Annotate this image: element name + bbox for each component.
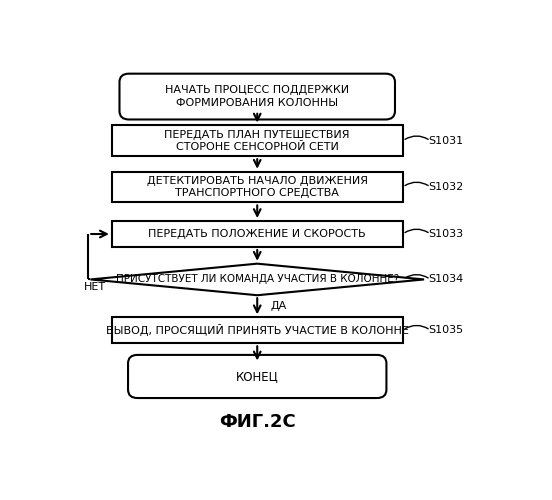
Text: ФИГ.2C: ФИГ.2C	[219, 413, 296, 431]
Text: S1033: S1033	[428, 229, 463, 239]
FancyBboxPatch shape	[119, 74, 395, 120]
FancyBboxPatch shape	[128, 355, 386, 398]
Text: НАЧАТЬ ПРОЦЕСС ПОДДЕРЖКИ
ФОРМИРОВАНИЯ КОЛОННЫ: НАЧАТЬ ПРОЦЕСС ПОДДЕРЖКИ ФОРМИРОВАНИЯ КО…	[165, 86, 349, 108]
Text: ДА: ДА	[270, 300, 286, 310]
Text: S1032: S1032	[428, 182, 463, 192]
Bar	[112, 221, 403, 247]
Text: НЕТ: НЕТ	[84, 282, 106, 292]
Text: S1034: S1034	[428, 274, 463, 284]
Text: ПЕРЕДАТЬ ПОЛОЖЕНИЕ И СКОРОСТЬ: ПЕРЕДАТЬ ПОЛОЖЕНИЕ И СКОРОСТЬ	[148, 229, 366, 239]
Text: S1035: S1035	[428, 326, 463, 336]
Text: ДЕТЕКТИРОВАТЬ НАЧАЛО ДВИЖЕНИЯ
ТРАНСПОРТНОГО СРЕДСТВА: ДЕТЕКТИРОВАТЬ НАЧАЛО ДВИЖЕНИЯ ТРАНСПОРТН…	[147, 176, 368, 199]
Text: КОНЕЦ: КОНЕЦ	[236, 370, 279, 383]
Text: S1031: S1031	[428, 136, 463, 146]
Bar	[112, 317, 403, 344]
Text: ПЕРЕДАТЬ ПЛАН ПУТЕШЕСТВИЯ
СТОРОНЕ СЕНСОРНОЙ СЕТИ: ПЕРЕДАТЬ ПЛАН ПУТЕШЕСТВИЯ СТОРОНЕ СЕНСОР…	[164, 130, 350, 152]
Bar	[112, 126, 403, 156]
Text: ВЫВОД, ПРОСЯЩИЙ ПРИНЯТЬ УЧАСТИЕ В КОЛОННЕ: ВЫВОД, ПРОСЯЩИЙ ПРИНЯТЬ УЧАСТИЕ В КОЛОНН…	[106, 324, 408, 336]
Polygon shape	[91, 264, 424, 295]
Text: ПРИСУТСТВУЕТ ЛИ КОМАНДА УЧАСТИЯ В КОЛОННЕ?: ПРИСУТСТВУЕТ ЛИ КОМАНДА УЧАСТИЯ В КОЛОНН…	[115, 274, 399, 284]
Bar	[112, 172, 403, 202]
